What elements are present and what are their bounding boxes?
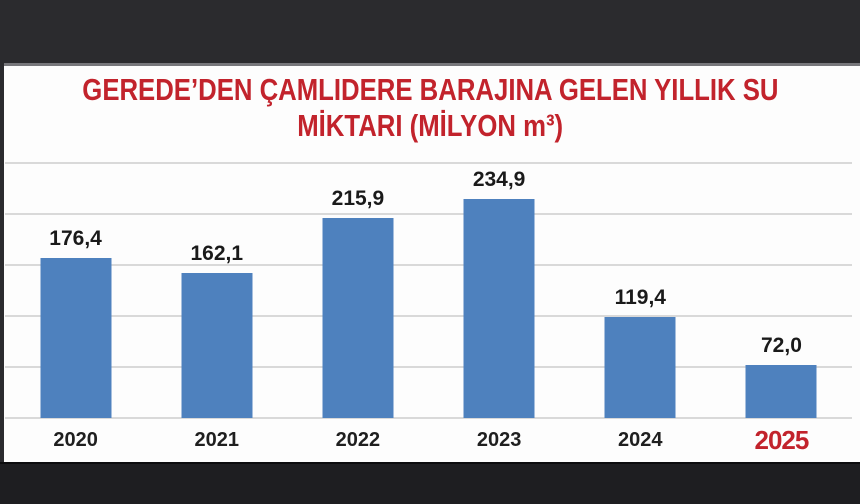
gridline bbox=[5, 264, 852, 266]
bar-2020 bbox=[40, 258, 112, 418]
x-axis-label-2024: 2024 bbox=[618, 428, 663, 451]
bar-2025 bbox=[745, 364, 817, 418]
bar-2024 bbox=[604, 316, 676, 418]
x-axis-label-2021: 2021 bbox=[194, 428, 240, 451]
left-frame-strip bbox=[0, 63, 4, 462]
bar-2021 bbox=[181, 273, 253, 418]
x-axis-labels-row: 2020 2021 2022 2023 2024 2025 bbox=[5, 424, 852, 456]
x-axis-label-2025: 2025 bbox=[754, 424, 810, 455]
bar-value-label: 72,0 bbox=[761, 333, 802, 357]
bar-value-label: 234,9 bbox=[472, 167, 526, 191]
bottom-frame-bar bbox=[0, 462, 860, 504]
bar-value-label: 176,4 bbox=[49, 227, 102, 251]
gridline bbox=[5, 417, 852, 419]
bar-column-2025: 72,0 bbox=[711, 163, 852, 418]
x-axis-label-2020: 2020 bbox=[53, 428, 98, 451]
chart-title-line-1: GEREDE’DEN ÇAMLIDERE BARAJINA GELEN YILL… bbox=[81, 72, 779, 107]
bar-2023 bbox=[463, 198, 535, 418]
bar-value-label: 162,1 bbox=[190, 242, 244, 266]
x-axis-label-2023: 2023 bbox=[476, 428, 522, 451]
top-frame-bar bbox=[0, 0, 860, 66]
bar-column-2021: 162,1 bbox=[146, 163, 287, 418]
chart-title: GEREDE’DEN ÇAMLIDERE BARAJINA GELEN YILL… bbox=[10, 72, 850, 144]
x-axis-label-2022: 2022 bbox=[335, 428, 381, 451]
bar-value-label: 119,4 bbox=[614, 285, 666, 309]
bar-column-2022: 215,9 bbox=[287, 163, 428, 418]
bar-value-label: 215,9 bbox=[331, 187, 385, 211]
bar-column-2024: 119,4 bbox=[570, 163, 711, 418]
gridline bbox=[5, 162, 852, 164]
gridline bbox=[5, 366, 852, 368]
gridline bbox=[5, 213, 852, 215]
gridline bbox=[5, 315, 852, 317]
bar-column-2020: 176,4 bbox=[5, 163, 146, 418]
bar-column-2023: 234,9 bbox=[429, 163, 570, 418]
plot-area: 176,4 162,1 215,9 234,9 119,4 72,0 bbox=[5, 162, 852, 419]
bar-2022 bbox=[322, 218, 394, 418]
chart-title-line-2: MİKTARI (MİLYON m³) bbox=[297, 108, 563, 143]
